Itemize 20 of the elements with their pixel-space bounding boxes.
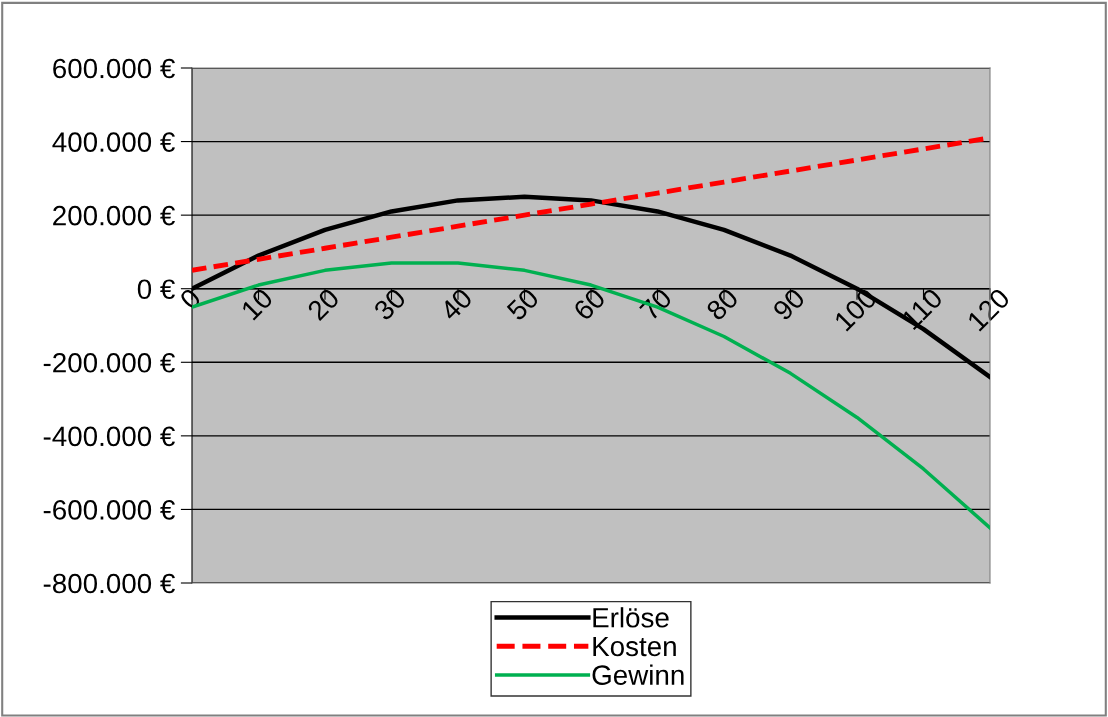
y-tick-label: -400.000 €: [43, 426, 175, 447]
x-tick-label: 60: [572, 287, 607, 322]
legend-label: Kosten: [593, 636, 676, 657]
x-tick-label: 30: [372, 287, 407, 322]
legend-label: Gewinn: [592, 664, 684, 685]
y-tick-label: 200.000 €: [53, 205, 175, 226]
y-tick-label: 0 €: [137, 279, 175, 300]
y-tick-label: 400.000 €: [52, 132, 175, 152]
x-tick-label: 10: [240, 287, 274, 321]
x-tick-label: 20: [306, 287, 341, 322]
y-tick-label: -200.000 €: [43, 352, 175, 373]
x-tick-label: 90: [771, 287, 806, 322]
x-tick-label: 120: [966, 287, 1011, 332]
x-tick-label: 50: [505, 287, 540, 322]
legend-label: Erlöse: [593, 607, 669, 628]
x-tick-label: 80: [705, 287, 740, 322]
y-tick-label: -600.000 €: [43, 500, 175, 520]
x-tick-label: 40: [438, 287, 474, 322]
y-tick-label: -800.000 €: [43, 573, 175, 594]
y-tick-label: 600.000 €: [53, 58, 175, 79]
